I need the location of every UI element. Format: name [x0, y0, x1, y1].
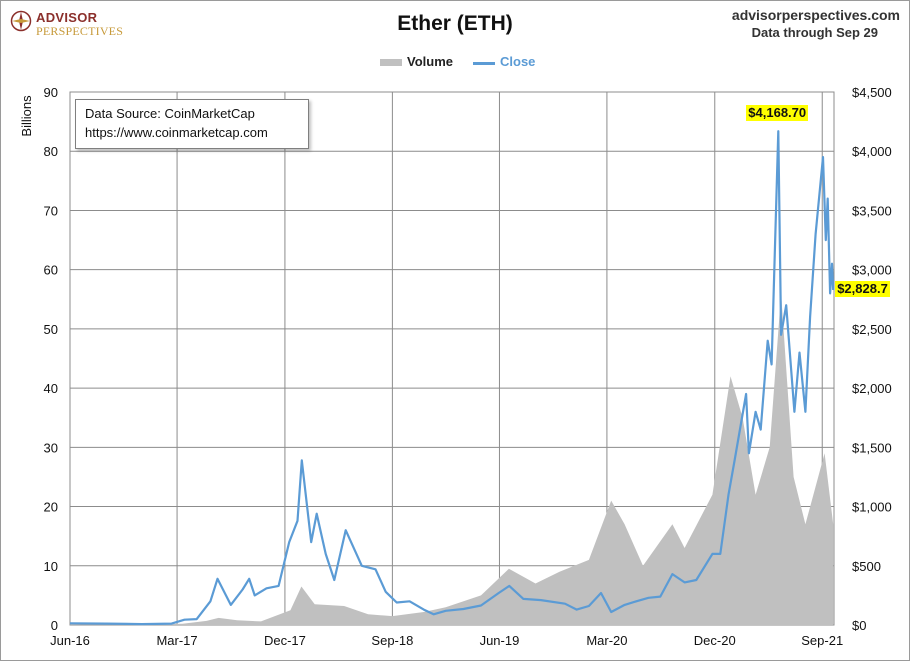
x-tick-label: Jun-16	[50, 633, 90, 648]
right-tick-label: $1,000	[852, 500, 892, 515]
x-tick-label: Mar-20	[586, 633, 627, 648]
left-tick-label: 10	[44, 559, 58, 574]
compass-icon	[10, 10, 32, 32]
right-tick-label: $3,500	[852, 203, 892, 218]
x-tick-label: Dec-20	[694, 633, 736, 648]
x-tick-label: Jun-19	[480, 633, 520, 648]
logo-text-bottom: PERSPECTIVES	[36, 24, 124, 38]
legend-swatch-close	[473, 62, 495, 65]
data-source-box: Data Source: CoinMarketCap https://www.c…	[75, 99, 309, 149]
right-tick-label: $2,000	[852, 381, 892, 396]
right-tick-label: $500	[852, 559, 881, 574]
left-tick-label: 0	[51, 618, 58, 633]
data-through-note: Data through Sep 29	[751, 25, 878, 40]
legend-label-volume: Volume	[407, 54, 453, 69]
left-tick-label: 20	[44, 500, 58, 515]
data-source-url: https://www.coinmarketcap.com	[85, 125, 268, 140]
left-tick-label: 30	[44, 440, 58, 455]
chart-title: Ether (ETH)	[397, 12, 513, 35]
data-source-text: Data Source: CoinMarketCap	[85, 106, 255, 121]
logo-text-top: ADVISOR	[36, 10, 98, 25]
x-tick-label: Mar-17	[156, 633, 197, 648]
volume-area	[70, 293, 834, 625]
left-tick-label: 40	[44, 381, 58, 396]
x-tick-label: Dec-17	[264, 633, 306, 648]
left-tick-label: 70	[44, 203, 58, 218]
right-tick-label: $1,500	[852, 440, 892, 455]
legend-label-close: Close	[500, 54, 536, 69]
right-tick-label: $4,000	[852, 144, 892, 159]
x-tick-label: Sep-18	[371, 633, 413, 648]
right-tick-label: $4,500	[852, 85, 892, 100]
right-tick-label: $0	[852, 618, 866, 633]
legend-swatch-volume	[380, 59, 402, 66]
left-tick-label: 90	[44, 85, 58, 100]
advisor-perspectives-logo: ADVISOR PERSPECTIVES	[10, 8, 140, 38]
close-line	[69, 130, 835, 626]
site-name: advisorperspectives.com	[731, 7, 900, 23]
left-tick-label: 80	[44, 144, 58, 159]
left-tick-label: 50	[44, 322, 58, 337]
right-tick-label: $3,000	[852, 263, 892, 278]
right-tick-label: $2,500	[852, 322, 892, 337]
left-axis-title: Billions	[19, 95, 34, 137]
peak-price-callout: $4,168.70	[746, 105, 809, 122]
x-tick-label: Sep-21	[801, 633, 843, 648]
last-price-callout: $2,828.7	[835, 280, 890, 297]
left-tick-label: 60	[44, 263, 58, 278]
